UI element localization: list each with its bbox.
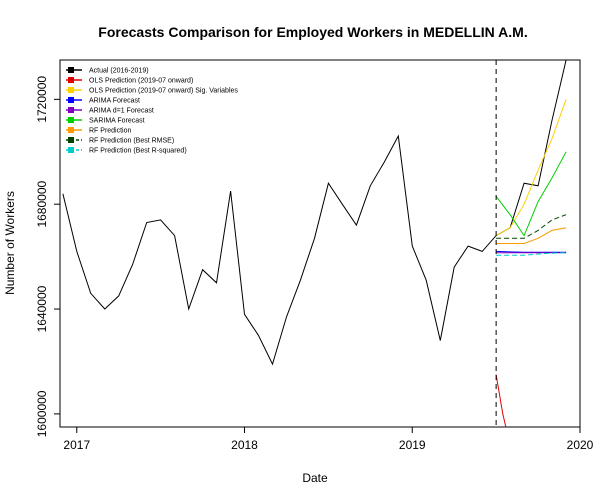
legend-label: ARIMA Forecast (89, 98, 140, 105)
series-line-0 (62, 60, 567, 366)
legend: Actual (2016-2019) OLS Prediction (2019-0… (66, 67, 238, 155)
legend-marker (68, 127, 74, 133)
series-line-3 (496, 250, 567, 253)
legend-marker (68, 77, 74, 83)
series-line-6 (496, 227, 567, 244)
x-axis-label: Date (302, 471, 328, 485)
legend-marker (68, 67, 74, 73)
legend-marker (68, 107, 74, 113)
x-tick-label: 2019 (399, 438, 426, 452)
y-tick-label: 1680000 (35, 180, 49, 227)
x-axis: 2017 2018 2019 2020 (63, 427, 594, 452)
y-axis-label: Number of Workers (3, 191, 17, 295)
legend-label: OLS Prediction (2019-07 onward) Sig. Var… (89, 88, 238, 95)
series-line-5 (495, 151, 567, 237)
legend-label: SARIMA Forecast (89, 118, 145, 125)
series-line-7 (496, 214, 567, 239)
series-layer (62, 60, 567, 427)
legend-marker (68, 137, 74, 143)
legend-marker (68, 87, 74, 93)
legend-label: OLS Prediction (2019-07 onward) (89, 78, 193, 85)
y-tick-label: 1720000 (35, 76, 49, 123)
y-tick-label: 1640000 (35, 285, 49, 332)
legend-label: Actual (2016-2019) (89, 68, 149, 75)
series-line-1 (495, 374, 507, 427)
legend-label: RF Prediction (89, 128, 132, 135)
x-tick-label: 2018 (231, 438, 258, 452)
legend-label: ARIMA d=1 Forecast (89, 108, 154, 115)
series-line-8 (496, 252, 567, 256)
y-tick-label: 1600000 (35, 390, 49, 437)
series-line-2 (495, 99, 567, 237)
legend-label: RF Prediction (Best R-squared) (89, 148, 187, 155)
y-axis: 1600000 1640000 1680000 1720000 (35, 76, 60, 437)
legend-marker (68, 147, 74, 153)
chart-title: Forecasts Comparison for Employed Worker… (98, 24, 527, 40)
x-tick-label: 2017 (63, 438, 90, 452)
legend-marker (68, 97, 74, 103)
legend-label: RF Prediction (Best RMSE) (89, 138, 174, 145)
plot-area (59, 59, 581, 428)
x-tick-label: 2020 (567, 438, 594, 452)
legend-marker (68, 117, 74, 123)
